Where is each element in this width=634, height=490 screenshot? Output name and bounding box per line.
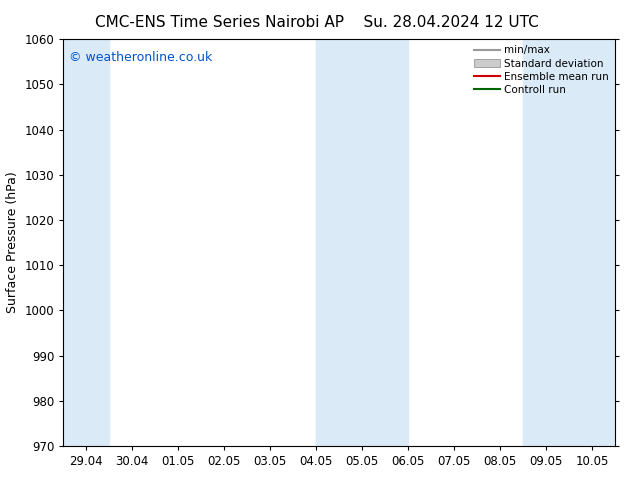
Bar — [523, 39, 615, 446]
Legend: min/max, Standard deviation, Ensemble mean run, Controll run: min/max, Standard deviation, Ensemble me… — [470, 42, 612, 98]
Y-axis label: Surface Pressure (hPa): Surface Pressure (hPa) — [6, 172, 19, 314]
Bar — [316, 39, 408, 446]
Text: © weatheronline.co.uk: © weatheronline.co.uk — [69, 51, 212, 64]
Bar — [63, 39, 110, 446]
Text: CMC-ENS Time Series Nairobi AP    Su. 28.04.2024 12 UTC: CMC-ENS Time Series Nairobi AP Su. 28.04… — [95, 15, 539, 30]
